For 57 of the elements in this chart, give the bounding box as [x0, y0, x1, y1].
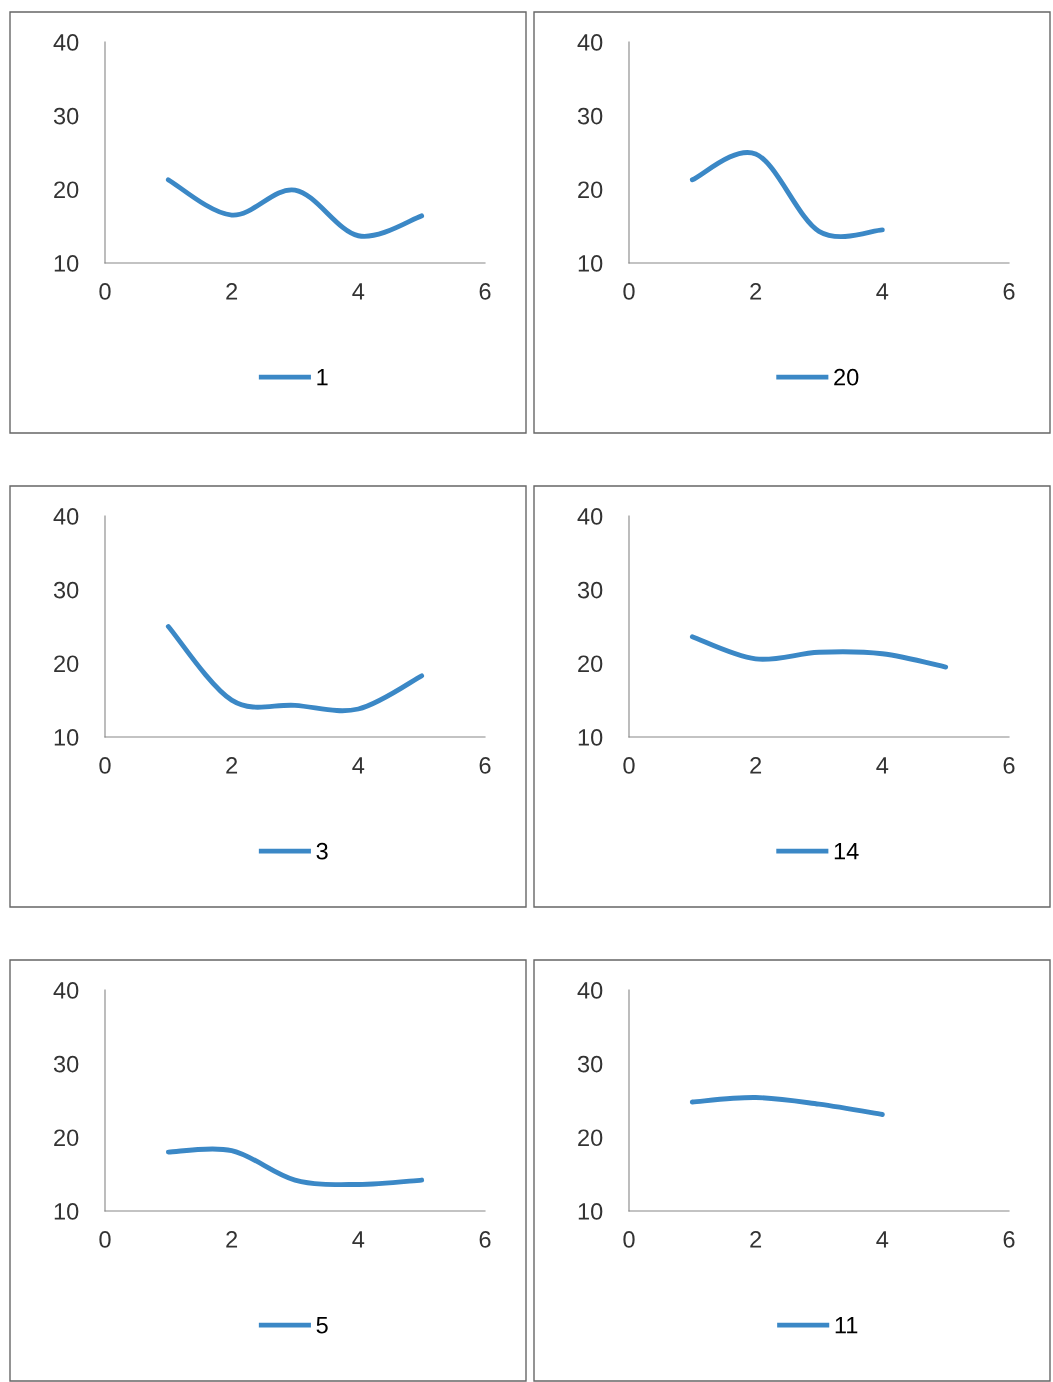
y-tick-label: 40 [53, 508, 79, 525]
x-tick-label: 0 [623, 757, 635, 774]
y-tick-label: 30 [577, 581, 603, 599]
y-tick-label: 30 [53, 1055, 79, 1073]
x-tick-label: 4 [352, 283, 365, 300]
x-tick-label: 2 [226, 757, 238, 774]
y-tick-label: 30 [577, 107, 603, 125]
y-tick-label: 10 [578, 729, 603, 746]
x-tick-label: 6 [1003, 757, 1015, 774]
y-tick-label: 40 [577, 508, 603, 525]
y-tick-label: 20 [578, 181, 603, 199]
y-tick-label: 40 [577, 34, 603, 51]
legend-label: 14 [834, 843, 859, 860]
x-tick-label: 4 [352, 757, 365, 774]
legend-label: 11 [835, 1317, 858, 1334]
line-series [165, 177, 425, 239]
y-tick-label: 40 [53, 34, 79, 51]
legend-label: 3 [316, 842, 328, 860]
legend-label: 20 [834, 368, 859, 386]
y-tick-label: 10 [54, 729, 79, 746]
y-tick-label: 10 [54, 255, 79, 272]
x-tick-label: 4 [352, 1231, 365, 1248]
y-tick-label: 30 [53, 107, 79, 125]
y-tick-label: 20 [54, 1129, 79, 1147]
y-tick-label: 40 [53, 982, 79, 999]
y-tick-label: 10 [54, 1203, 79, 1220]
x-tick-label: 2 [750, 757, 762, 774]
y-tick-label: 30 [53, 581, 79, 599]
y-tick-label: 20 [54, 181, 79, 199]
x-tick-label: 6 [1003, 1231, 1015, 1248]
y-tick-label: 20 [578, 655, 603, 673]
line-series [689, 1095, 885, 1117]
x-tick-label: 0 [99, 757, 111, 774]
y-tick-label: 10 [578, 1203, 603, 1220]
x-tick-label: 0 [623, 1231, 635, 1248]
x-tick-label: 2 [750, 1231, 762, 1248]
x-tick-label: 4 [876, 283, 889, 300]
x-tick-label: 4 [876, 1231, 889, 1248]
x-tick-label: 4 [876, 757, 889, 774]
x-tick-label: 0 [623, 283, 635, 300]
x-tick-label: 6 [1003, 283, 1015, 300]
y-tick-label: 40 [577, 982, 603, 999]
y-tick-label: 20 [578, 1129, 603, 1147]
legend-label: 1 [317, 369, 328, 386]
legend-label: 5 [316, 1317, 328, 1334]
x-tick-label: 2 [226, 283, 238, 300]
x-tick-label: 6 [479, 757, 491, 774]
x-tick-label: 0 [99, 283, 111, 300]
y-tick-label: 10 [578, 255, 603, 272]
x-tick-label: 2 [750, 283, 762, 300]
x-tick-label: 0 [99, 1231, 111, 1248]
x-tick-label: 6 [479, 1231, 491, 1248]
x-tick-label: 2 [226, 1231, 238, 1248]
y-tick-label: 20 [54, 655, 79, 673]
line-series [689, 634, 949, 670]
x-tick-label: 6 [479, 283, 491, 300]
y-tick-label: 30 [577, 1055, 603, 1073]
